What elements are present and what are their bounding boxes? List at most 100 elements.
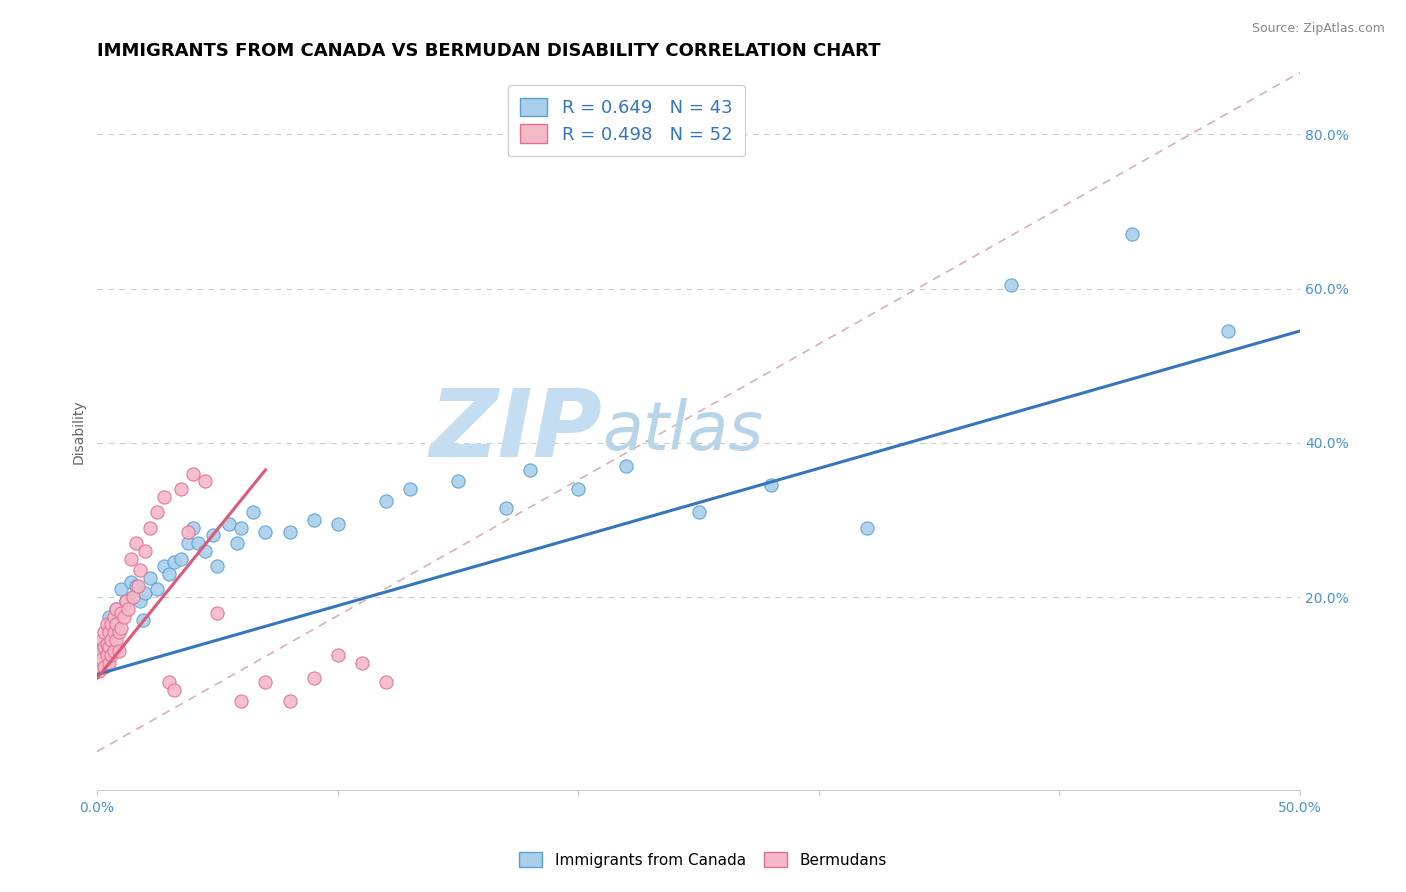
- Point: [519, 463, 541, 477]
- Point: [139, 521, 162, 535]
- Text: atlas: atlas: [602, 399, 763, 464]
- Point: [96, 636, 118, 650]
- Point: [96, 617, 118, 632]
- Point: [374, 493, 396, 508]
- Legend: Immigrants from Canada, Bermudans: Immigrants from Canada, Bermudans: [512, 844, 894, 875]
- Point: [194, 544, 217, 558]
- Point: [254, 675, 277, 690]
- Point: [110, 606, 132, 620]
- Point: [170, 551, 193, 566]
- Point: [98, 624, 121, 639]
- Point: [100, 617, 122, 632]
- Point: [139, 571, 162, 585]
- Point: [110, 621, 132, 635]
- Point: [194, 475, 217, 489]
- Point: [146, 505, 169, 519]
- Point: [110, 582, 132, 597]
- Point: [231, 694, 253, 708]
- Point: [326, 516, 349, 531]
- Point: [153, 559, 176, 574]
- Point: [447, 475, 470, 489]
- Point: [93, 624, 115, 639]
- Point: [89, 644, 111, 658]
- Point: [242, 505, 264, 519]
- Point: [218, 516, 240, 531]
- Point: [278, 524, 301, 539]
- Point: [856, 521, 879, 535]
- Point: [163, 682, 186, 697]
- Point: [567, 482, 589, 496]
- Point: [207, 559, 229, 574]
- Point: [89, 664, 111, 678]
- Point: [124, 579, 146, 593]
- Point: [398, 482, 420, 496]
- Point: [146, 582, 169, 597]
- Point: [105, 632, 128, 647]
- Point: [225, 536, 247, 550]
- Point: [129, 594, 152, 608]
- Point: [100, 648, 122, 662]
- Point: [134, 544, 156, 558]
- Text: ZIP: ZIP: [429, 385, 602, 477]
- Point: [107, 624, 129, 639]
- Point: [231, 521, 253, 535]
- Point: [350, 656, 373, 670]
- Point: [103, 624, 125, 639]
- Point: [1000, 277, 1022, 292]
- Point: [302, 671, 325, 685]
- Point: [105, 617, 128, 632]
- Point: [122, 591, 145, 605]
- Point: [107, 644, 129, 658]
- Point: [122, 591, 145, 605]
- Point: [115, 594, 138, 608]
- Point: [103, 644, 125, 658]
- Point: [688, 505, 710, 519]
- Point: [207, 606, 229, 620]
- Point: [157, 675, 180, 690]
- Point: [302, 513, 325, 527]
- Point: [127, 579, 149, 593]
- Text: Source: ZipAtlas.com: Source: ZipAtlas.com: [1251, 22, 1385, 36]
- Point: [201, 528, 224, 542]
- Point: [120, 551, 142, 566]
- Point: [1216, 324, 1239, 338]
- Point: [495, 501, 517, 516]
- Point: [278, 694, 301, 708]
- Point: [163, 556, 186, 570]
- Point: [616, 458, 638, 473]
- Point: [98, 640, 121, 655]
- Point: [326, 648, 349, 662]
- Point: [93, 659, 115, 673]
- Point: [1121, 227, 1143, 242]
- Point: [181, 521, 204, 535]
- Point: [759, 478, 782, 492]
- Point: [157, 567, 180, 582]
- Point: [254, 524, 277, 539]
- Point: [93, 640, 115, 655]
- Point: [115, 594, 138, 608]
- Text: IMMIGRANTS FROM CANADA VS BERMUDAN DISABILITY CORRELATION CHART: IMMIGRANTS FROM CANADA VS BERMUDAN DISAB…: [97, 42, 880, 60]
- Point: [90, 632, 112, 647]
- Point: [134, 586, 156, 600]
- Point: [103, 609, 125, 624]
- Point: [187, 536, 209, 550]
- Y-axis label: Disability: Disability: [72, 399, 86, 464]
- Point: [124, 536, 146, 550]
- Point: [129, 563, 152, 577]
- Point: [105, 601, 128, 615]
- Point: [374, 675, 396, 690]
- Legend: R = 0.649   N = 43, R = 0.498   N = 52: R = 0.649 N = 43, R = 0.498 N = 52: [508, 85, 745, 156]
- Point: [100, 632, 122, 647]
- Point: [117, 601, 139, 615]
- Point: [177, 524, 200, 539]
- Point: [105, 601, 128, 615]
- Point: [98, 656, 121, 670]
- Point: [181, 467, 204, 481]
- Point: [98, 609, 121, 624]
- Point: [112, 609, 135, 624]
- Point: [170, 482, 193, 496]
- Point: [120, 574, 142, 589]
- Point: [90, 652, 112, 666]
- Point: [177, 536, 200, 550]
- Point: [132, 613, 155, 627]
